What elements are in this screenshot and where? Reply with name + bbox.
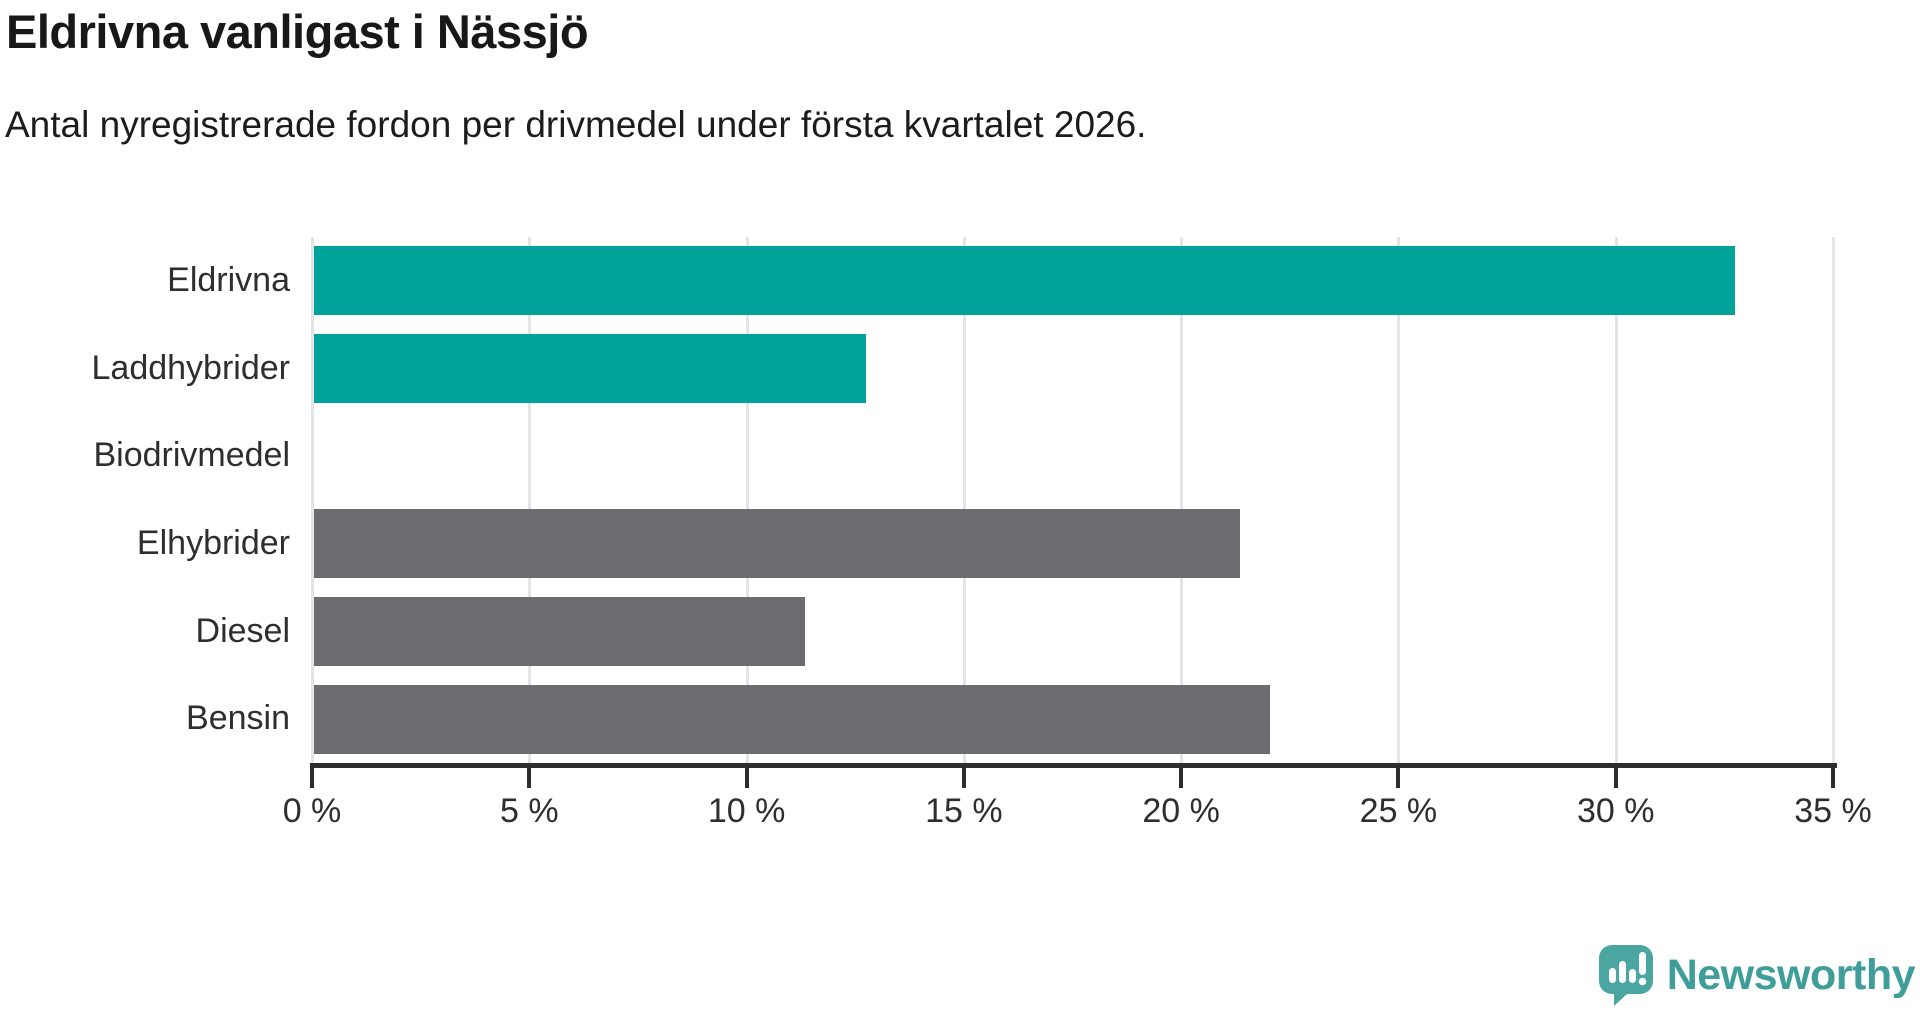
category-labels: Eldrivna Laddhybrider Biodrivmedel Elhybrid… <box>0 237 290 763</box>
x-tick <box>1179 768 1184 788</box>
x-tick-label: 35 % <box>1794 792 1872 830</box>
x-tick-label: 0 % <box>282 792 342 830</box>
x-tick-label: 10 % <box>707 792 786 830</box>
newsworthy-icon <box>1598 945 1653 1006</box>
category-label: Laddhybrider <box>91 348 290 387</box>
x-tick-label: 5 % <box>499 792 559 830</box>
x-tick-label: 20 % <box>1142 792 1220 830</box>
gridline <box>962 237 966 763</box>
x-tick-label: 30 % <box>1576 792 1655 830</box>
bar-glyph-2 <box>1618 961 1626 983</box>
x-tick <box>310 768 314 788</box>
x-tick <box>1396 768 1401 788</box>
x-tick <box>527 768 532 788</box>
plot-area <box>311 237 1835 763</box>
bar-laddhybrider <box>314 334 866 403</box>
x-tick-label: 25 % <box>1359 792 1438 830</box>
x-tick <box>1831 768 1835 788</box>
category-label: Biodrivmedel <box>93 436 290 475</box>
gridline <box>1832 237 1835 763</box>
category-label: Bensin <box>186 699 290 738</box>
x-tick <box>961 768 966 788</box>
x-tick <box>744 768 749 788</box>
newsworthy-wordmark: Newsworthy <box>1666 950 1916 999</box>
gridline <box>1397 237 1401 763</box>
gridline <box>311 237 314 763</box>
category-label: Elhybrider <box>136 524 290 562</box>
x-axis-line <box>310 763 1837 768</box>
gridline <box>745 237 749 763</box>
bar-eldrivna <box>314 246 1736 316</box>
bar-glyph-1 <box>1608 968 1616 983</box>
category-label: Eldrivna <box>167 261 290 299</box>
exclamation-bar-glyph <box>1638 952 1646 975</box>
exclamation-dot-glyph <box>1638 977 1647 986</box>
gridline <box>1180 237 1184 763</box>
chart-title: Eldrivna vanligast i Nässjö <box>6 5 589 58</box>
x-tick-label: 15 % <box>925 792 1003 830</box>
x-tick <box>1613 768 1618 788</box>
bar-elhybrider <box>314 509 1240 579</box>
newsworthy-logo: Newsworthy <box>1598 944 1916 1006</box>
bar-diesel <box>314 597 806 666</box>
gridline <box>528 237 532 763</box>
bar-glyph-3 <box>1628 969 1636 983</box>
chart-subtitle: Antal nyregistrerade fordon per drivmede… <box>5 104 1147 145</box>
x-axis: 0 % 5 % 10 % 15 % 20 % 25 % 30 % 35 % <box>283 768 1872 848</box>
category-label: Diesel <box>195 611 290 650</box>
bar-bensin <box>314 684 1271 754</box>
gridline <box>1614 237 1618 763</box>
